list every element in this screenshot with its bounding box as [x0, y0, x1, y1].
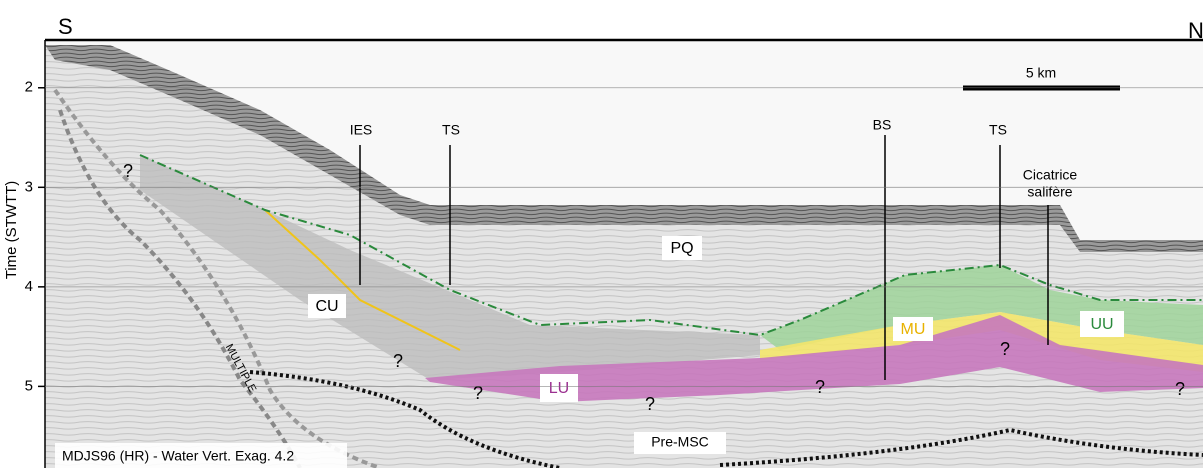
question-mark: ? — [473, 383, 483, 403]
marker-label: IES — [350, 122, 373, 138]
question-mark: ? — [1175, 379, 1185, 399]
y-tick-label: 5 — [25, 377, 33, 394]
unit-label: MU — [901, 321, 926, 338]
seismic-profile: S N 5 km Time (STWTT) IES TS BS TS Cicat… — [0, 0, 1203, 468]
unit-label: UU — [1090, 316, 1113, 333]
y-tick-label: 4 — [25, 278, 33, 295]
y-tick-label: 3 — [25, 178, 33, 195]
question-mark: ? — [1000, 339, 1010, 359]
marker-note: Cicatrice — [1023, 167, 1078, 183]
question-mark: ? — [393, 351, 403, 371]
horizon-label: Pre-MSC — [651, 434, 709, 450]
question-mark: ? — [645, 394, 655, 414]
marker-label: BS — [873, 117, 892, 133]
y-tick-label: 2 — [25, 79, 33, 96]
question-mark: ? — [123, 161, 133, 181]
marker-note: salifère — [1027, 184, 1072, 200]
marker-label: TS — [442, 122, 460, 138]
end-label: S — [58, 14, 73, 39]
unit-label: CU — [315, 298, 338, 315]
end-label: N — [1188, 18, 1203, 43]
caption: MDJS96 (HR) - Water Vert. Exag. 4.2 — [62, 448, 294, 464]
axis-label: Time (STWTT) — [3, 181, 20, 280]
marker-label: TS — [989, 122, 1007, 138]
section — [45, 40, 1203, 468]
scale-label: 5 km — [1026, 65, 1056, 81]
unit-label: LU — [549, 380, 569, 397]
unit-label: PQ — [670, 240, 693, 257]
